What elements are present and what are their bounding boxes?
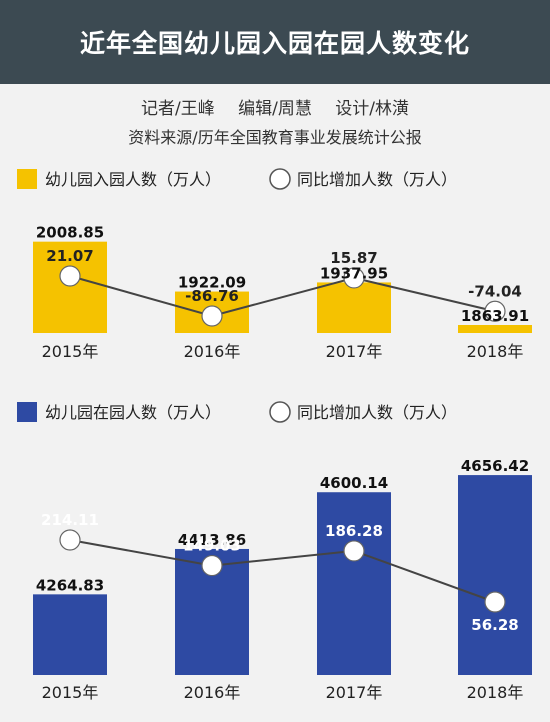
- legend-bar-swatch: [17, 169, 37, 189]
- growth-line: [69, 539, 496, 603]
- legend-line-marker: [269, 168, 291, 190]
- credits-line: 记者/王峰 编辑/周慧 设计/林潢: [0, 94, 550, 119]
- line-point: [484, 300, 506, 322]
- point-value-label: 21.07: [46, 247, 93, 265]
- legend-bar-label: 幼儿园入园人数（万人）: [45, 170, 221, 189]
- line-point: [343, 267, 365, 289]
- page-title: 近年全国幼儿园入园在园人数变化: [79, 29, 470, 58]
- design-credit: 设计/林潢: [335, 99, 409, 119]
- bar: [317, 492, 391, 675]
- editor-credit: 编辑/周慧: [238, 99, 312, 119]
- bar-value-label: 2008.85: [36, 224, 104, 242]
- category-label: 2015年: [42, 342, 99, 361]
- line-point: [59, 529, 81, 551]
- legend-bar-swatch: [17, 402, 37, 422]
- point-value-label: 214.11: [41, 511, 99, 529]
- legend-line-marker: [269, 401, 291, 423]
- data-source: 资料来源/历年全国教育事业发展统计公报: [128, 128, 422, 147]
- point-value-label: -86.76: [185, 287, 239, 305]
- legend-line-label: 同比增加人数（万人）: [297, 403, 457, 422]
- category-label: 2016年: [184, 683, 241, 702]
- line-point: [59, 265, 81, 287]
- bar-value-label: 4264.83: [36, 576, 104, 594]
- bar: [458, 325, 532, 333]
- point-value-label: 56.28: [471, 616, 518, 634]
- line-point: [201, 305, 223, 327]
- line-point: [484, 591, 506, 613]
- point-value-label: 15.87: [330, 249, 377, 267]
- bar: [458, 475, 532, 675]
- bar-value-label: 4656.42: [461, 457, 529, 475]
- category-label: 2016年: [184, 342, 241, 361]
- point-value-label: 186.28: [325, 522, 383, 540]
- header-banner: 近年全国幼儿园入园在园人数变化: [0, 0, 550, 84]
- bar-value-label: 1922.09: [178, 274, 246, 292]
- category-label: 2015年: [42, 683, 99, 702]
- point-value-label: 149.03: [183, 537, 241, 555]
- legend-line-label: 同比增加人数（万人）: [297, 170, 457, 189]
- bar: [33, 594, 107, 675]
- category-label: 2018年: [467, 683, 524, 702]
- line-point: [201, 554, 223, 577]
- growth-line: [69, 275, 496, 318]
- bar-value-label: 4600.14: [320, 474, 388, 492]
- category-label: 2017年: [326, 683, 383, 702]
- reporter-credit: 记者/王峰: [140, 99, 215, 119]
- bar-value-label: 4413.86: [178, 531, 246, 549]
- bar-value-label: 1863.91: [461, 307, 529, 325]
- chart-in-school: 幼儿园在园人数（万人） 同比增加人数（万人） 4264.83 4413.86 460…: [17, 401, 532, 702]
- point-value-label: -74.04: [468, 282, 522, 300]
- category-label: 2018年: [467, 342, 524, 361]
- category-label: 2017年: [326, 342, 383, 361]
- legend-bar-label: 幼儿园在园人数（万人）: [45, 403, 221, 422]
- bar: [33, 241, 107, 333]
- chart-enrollment: 幼儿园入园人数（万人） 同比增加人数（万人） 2008.85 1922.09 193…: [17, 168, 532, 361]
- line-point: [343, 540, 365, 562]
- bar-value-label: 1937.95: [320, 264, 388, 282]
- bar: [317, 282, 391, 333]
